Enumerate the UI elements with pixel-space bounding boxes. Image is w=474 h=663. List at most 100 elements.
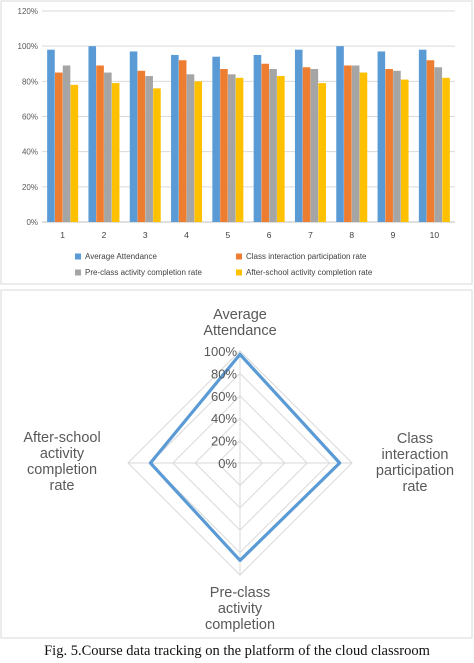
radar-axis-label-line: Average xyxy=(213,307,267,323)
bar-x-tick-label: 9 xyxy=(391,230,396,240)
bar-4-category-5 xyxy=(235,77,244,222)
bar-1-category-5 xyxy=(212,56,220,222)
legend-swatch xyxy=(236,269,242,276)
bar-3-category-1 xyxy=(62,65,71,222)
bar-3-category-2 xyxy=(104,72,112,223)
bar-1-category-3 xyxy=(129,51,138,222)
bar-chart-bars xyxy=(47,46,450,223)
radar-axis-label: Pre-class activity completion xyxy=(205,585,275,633)
bar-2-category-4 xyxy=(178,60,187,222)
bar-3-category-10 xyxy=(434,67,443,223)
bar-2-category-6 xyxy=(261,63,270,222)
radar-axis-label-line: rate xyxy=(50,478,75,494)
bar-y-tick-label: 120% xyxy=(18,7,38,16)
bar-x-tick-label: 6 xyxy=(267,230,272,240)
bar-y-tick-label: 40% xyxy=(22,148,38,157)
bar-1-category-10 xyxy=(418,49,427,222)
bar-3-category-3 xyxy=(145,76,153,222)
radar-chart-radial-tick-labels: 0% 20% 40% 60% 80% 100% xyxy=(204,344,238,471)
bar-2-category-8 xyxy=(344,65,352,222)
radar-axis-label: Class interaction participation rate xyxy=(376,431,454,495)
bar-2-category-2 xyxy=(96,65,104,222)
radar-axis-label-line: activity xyxy=(218,601,263,617)
bar-y-tick-label: 80% xyxy=(22,77,38,86)
radar-r-tick-label: 20% xyxy=(211,434,237,449)
bar-1-category-8 xyxy=(336,46,344,222)
bar-x-tick-label: 8 xyxy=(349,230,354,240)
bar-1-category-2 xyxy=(88,46,97,222)
bar-1-category-9 xyxy=(377,51,386,222)
bar-4-category-3 xyxy=(153,88,161,222)
radar-chart-gridlines xyxy=(127,350,353,576)
bar-chart-y-tick-labels: 0% 20% 40% 60% 80% 100% 120% xyxy=(18,7,38,227)
bar-4-category-10 xyxy=(442,77,450,222)
bar-x-tick-label: 4 xyxy=(184,230,189,240)
bar-chart: 0% 20% 40% 60% 80% 100% 120% 1 2 3 4 5 6 7 8 9 10 Avera… xyxy=(0,0,473,285)
legend-label: After-school activity completion rate xyxy=(246,268,373,277)
bar-4-category-8 xyxy=(359,72,368,223)
bar-1-category-4 xyxy=(171,54,179,223)
radar-axis-label-line: interaction xyxy=(382,447,449,463)
bar-x-tick-label: 5 xyxy=(225,230,230,240)
figure-caption: Fig. 5.Course data tracking on the platf… xyxy=(44,643,430,659)
legend-label: Pre-class activity completion rate xyxy=(85,268,202,277)
bar-2-category-9 xyxy=(385,69,393,223)
radar-axis-label-line: completion xyxy=(27,462,97,478)
bar-4-category-1 xyxy=(70,84,79,222)
bar-chart-x-tick-labels: 1 2 3 4 5 6 7 8 9 10 xyxy=(60,230,439,240)
radar-chart: 0% 20% 40% 60% 80% 100% Average Attendance Clas… xyxy=(0,289,473,639)
radar-axis-label-line: completion xyxy=(205,617,275,633)
bar-3-category-9 xyxy=(393,70,401,223)
bar-y-tick-label: 60% xyxy=(22,113,38,122)
radar-axis-label-line: After-school xyxy=(23,430,100,446)
bar-3-category-6 xyxy=(269,69,277,223)
bar-1-category-7 xyxy=(294,49,303,222)
bar-x-tick-label: 7 xyxy=(308,230,313,240)
bar-4-category-2 xyxy=(111,83,120,222)
radar-r-tick-label: 100% xyxy=(204,344,238,359)
bar-4-category-6 xyxy=(277,76,285,222)
bar-x-tick-label: 1 xyxy=(60,230,65,240)
radar-chart-frame xyxy=(0,289,473,639)
bar-2-category-1 xyxy=(54,72,63,223)
radar-r-tick-label: 80% xyxy=(211,366,237,381)
bar-y-tick-label: 20% xyxy=(22,183,38,192)
bar-chart-legend: Average Attendance Class interaction part… xyxy=(75,252,373,277)
radar-r-tick-label: 0% xyxy=(218,456,237,471)
bar-y-tick-label: 0% xyxy=(26,218,38,227)
legend-label: Average Attendance xyxy=(85,252,157,261)
bar-1-category-1 xyxy=(47,49,55,222)
bar-3-category-4 xyxy=(186,74,195,222)
radar-r-tick-label: 40% xyxy=(211,411,237,426)
radar-axis-label-line: Attendance xyxy=(203,323,276,339)
bar-2-category-5 xyxy=(220,69,228,223)
radar-axis-label-line: participation xyxy=(376,463,454,479)
bar-4-category-9 xyxy=(400,79,409,222)
bar-1-category-6 xyxy=(253,54,262,223)
radar-axis-label-line: activity xyxy=(40,446,85,462)
legend-swatch xyxy=(75,269,81,276)
legend-swatch xyxy=(236,253,242,260)
radar-axis-label-line: Class xyxy=(397,431,433,447)
bar-2-category-7 xyxy=(302,67,311,223)
bar-x-tick-label: 10 xyxy=(430,230,440,240)
bar-x-tick-label: 2 xyxy=(102,230,107,240)
bar-3-category-5 xyxy=(227,74,236,222)
radar-series-line xyxy=(148,352,342,563)
radar-chart-series xyxy=(148,352,342,563)
bar-y-tick-label: 100% xyxy=(18,42,38,51)
bar-2-category-3 xyxy=(137,70,146,223)
bar-4-category-4 xyxy=(194,81,203,222)
bar-4-category-7 xyxy=(318,83,326,222)
bar-3-category-8 xyxy=(351,65,360,222)
bar-2-category-10 xyxy=(426,60,435,222)
bar-x-tick-label: 3 xyxy=(143,230,148,240)
bar-3-category-7 xyxy=(310,69,319,223)
radar-chart-axis-labels: Average Attendance Class interaction partici… xyxy=(23,307,454,633)
radar-axis-label-line: Pre-class xyxy=(210,585,270,601)
radar-axis-label-line: rate xyxy=(403,479,428,495)
radar-r-tick-label: 60% xyxy=(211,389,237,404)
legend-label: Class interaction participation rate xyxy=(246,252,367,261)
legend-swatch xyxy=(75,253,81,260)
